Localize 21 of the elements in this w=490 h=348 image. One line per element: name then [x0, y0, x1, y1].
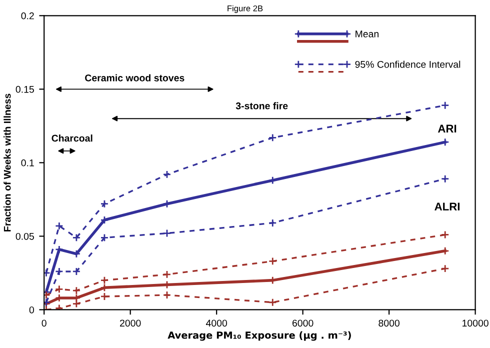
annotation: 3-stone fire	[236, 102, 288, 110]
x-tick-label: 0	[42, 320, 46, 327]
x-tick-label: 10000	[462, 320, 488, 327]
y-tick-label: 0.1	[21, 159, 34, 166]
annotation: Ceramic wood stoves	[85, 74, 184, 82]
annotation: Charcoal	[52, 134, 92, 142]
annotation: ALRI	[434, 202, 460, 210]
y-tick-label: 0	[29, 306, 34, 314]
legend-label: Mean	[356, 30, 378, 38]
annotation: ARI	[438, 124, 456, 132]
x-axis-title: Average PM₁₀ Exposure (μg . m⁻³)	[168, 331, 351, 341]
legend-label: 95% Confidence Interval	[355, 60, 460, 68]
x-tick-label: 6000	[292, 320, 314, 327]
y-tick-label: 0.15	[16, 86, 34, 93]
y-tick-label: 0.2	[21, 12, 34, 20]
x-tick-label: 2000	[120, 320, 141, 327]
x-tick-label: 4000	[206, 320, 228, 327]
x-tick-label: 8000	[378, 320, 400, 327]
y-axis-title: Fraction of Weeks with Illness	[4, 94, 11, 232]
chart-title: Figure 2B	[228, 5, 263, 13]
y-tick-label: 0.05	[16, 232, 34, 240]
